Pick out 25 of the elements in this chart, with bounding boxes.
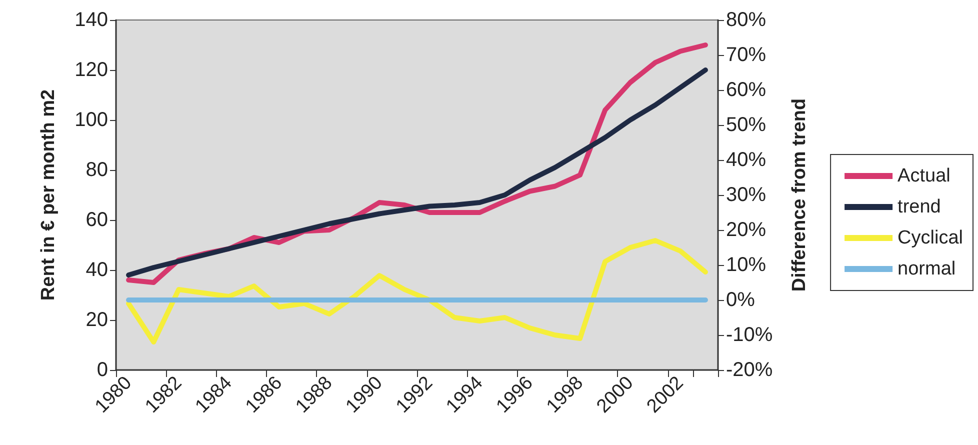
y-tick-label: 100: [74, 109, 108, 131]
y2-tick-label: 0%: [726, 289, 756, 311]
y2-tick-label: 40%: [726, 149, 766, 171]
y2-tick-label: 10%: [726, 254, 766, 276]
y-tick-label: 120: [74, 59, 108, 81]
legend-label: trend: [898, 196, 941, 218]
y2-tick-label: 50%: [726, 114, 766, 136]
y-tick-label: 140: [74, 9, 108, 31]
y2-tick-label: 80%: [726, 9, 766, 31]
y-tick-label: 60: [86, 209, 108, 231]
legend-label: normal: [898, 258, 956, 280]
y-tick-label: 20: [86, 309, 108, 331]
y-axis-title: Rent in € per month m2: [38, 89, 59, 301]
y2-tick-label: 70%: [726, 44, 766, 66]
y2-tick-label: 30%: [726, 184, 766, 206]
y-tick-label: 80: [86, 159, 108, 181]
y2-tick-label: -20%: [726, 359, 773, 381]
y2-axis-title: Difference from trend: [789, 98, 810, 292]
y2-tick-label: 60%: [726, 79, 766, 101]
y2-tick-label: -10%: [726, 324, 773, 346]
legend-label: Actual: [898, 166, 950, 186]
y-tick-label: 0: [96, 359, 108, 381]
y2-tick-label: 20%: [726, 219, 766, 241]
y-tick-label: 40: [86, 259, 108, 281]
legend-label: Cyclical: [898, 228, 963, 248]
